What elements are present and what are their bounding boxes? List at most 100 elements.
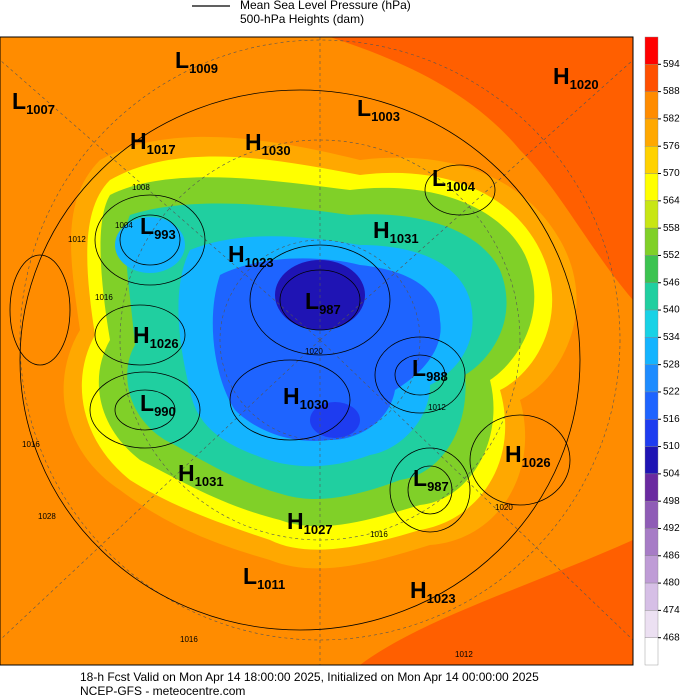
contour-label: 1020 <box>495 503 513 512</box>
footer-line: 18-h Fcst Valid on Mon Apr 14 18:00:00 2… <box>80 670 539 684</box>
pressure-center: L988 <box>412 355 448 384</box>
center-type: L <box>357 95 371 121</box>
center-value: 987 <box>427 479 449 494</box>
colorbar-box <box>644 555 659 584</box>
colorbar-box <box>644 36 659 65</box>
pressure-center: L1004 <box>432 165 476 194</box>
isobars <box>9 89 581 631</box>
center-value: 990 <box>154 404 176 419</box>
colorbar-box <box>644 64 659 92</box>
colorbar-box <box>644 200 659 229</box>
center-value: 1031 <box>195 474 224 489</box>
center-value: 987 <box>319 302 341 317</box>
contour-fill <box>115 217 185 273</box>
contour-label: 1008 <box>132 183 150 192</box>
colorbar-box <box>644 255 659 283</box>
colorbar-box <box>644 282 659 311</box>
contour-label: 1016 <box>180 635 198 644</box>
colorbar-box <box>644 146 659 174</box>
warm-area <box>330 37 633 300</box>
pressure-center: L990 <box>140 390 176 419</box>
colorbar-box <box>644 118 659 147</box>
map-frame <box>0 36 634 666</box>
pressure-center: L1007 <box>12 88 55 117</box>
center-type: L <box>140 390 154 416</box>
pressure-center: H1031 <box>373 217 419 246</box>
center-value: 1030 <box>300 397 329 412</box>
center-type: H <box>283 383 300 409</box>
colorbar-label: 468 <box>663 632 680 643</box>
contour-label: 1016 <box>370 530 388 539</box>
contour-label: 1004 <box>115 221 133 230</box>
colorbar-box <box>644 309 659 338</box>
warm-area <box>360 540 633 665</box>
center-type: H <box>245 129 262 155</box>
colorbar-box <box>644 582 659 611</box>
pressure-center: H1027 <box>287 508 333 537</box>
center-type: H <box>287 508 304 534</box>
center-type: H <box>178 460 195 486</box>
colorbar-label: 528 <box>663 359 680 370</box>
pressure-center: H1026 <box>505 441 551 470</box>
center-type: L <box>12 88 26 114</box>
colorbar-box <box>644 337 659 365</box>
colorbar: 468 474 480 486 492 498 504 510 516 522 528 534 540 5… <box>644 36 680 666</box>
pressure-center: H1026 <box>133 322 179 351</box>
contour-label: 1016 <box>95 293 113 302</box>
colorbar-label: 546 <box>663 277 680 288</box>
contour-label: 1012 <box>428 403 446 412</box>
colorbar-box <box>644 473 659 502</box>
center-value: 1026 <box>522 455 551 470</box>
pressure-center: H1023 <box>410 577 456 606</box>
colorbar-label: 510 <box>663 441 680 452</box>
colorbar-label: 534 <box>663 332 680 343</box>
colorbar-label: 564 <box>663 195 680 206</box>
center-value: 1031 <box>390 231 419 246</box>
colorbar-label: 594 <box>663 59 680 70</box>
colorbar-label: 588 <box>663 86 680 97</box>
colorbar-box <box>644 419 659 447</box>
center-type: L <box>413 465 427 491</box>
center-value: 1020 <box>570 77 599 92</box>
graticule <box>0 37 633 665</box>
contour-label: 1016 <box>22 440 40 449</box>
colorbar-label: 504 <box>663 469 680 480</box>
pressure-center: H1017 <box>130 128 176 157</box>
colorbar-label: 486 <box>663 550 680 561</box>
contour-label: 1028 <box>38 512 56 521</box>
center-value: 1004 <box>446 179 476 194</box>
colorbar-label: 582 <box>663 114 680 125</box>
colorbar-label: 492 <box>663 523 680 534</box>
center-value: 1030 <box>262 143 291 158</box>
center-type: L <box>175 47 189 73</box>
colorbar-box <box>644 91 659 120</box>
center-value: 993 <box>154 227 176 242</box>
colorbar-box <box>644 227 659 256</box>
map <box>0 37 633 665</box>
center-value: 1003 <box>371 109 400 124</box>
center-type: L <box>305 288 319 314</box>
colorbar-box <box>644 446 659 475</box>
center-type: L <box>140 213 154 239</box>
pressure-center: H1030 <box>245 129 291 158</box>
colorbar-label: 552 <box>663 250 680 261</box>
colorbar-label: 474 <box>663 605 680 616</box>
colorbar-label: 576 <box>663 141 680 152</box>
pressure-center: L1003 <box>357 95 400 124</box>
center-type: H <box>410 577 427 603</box>
colorbar-label: 570 <box>663 168 680 179</box>
colorbar-label: 480 <box>663 578 680 589</box>
legend-pressure: Mean Sea Level Pressure (hPa) <box>240 0 411 12</box>
center-value: 1023 <box>245 255 274 270</box>
contour-fill <box>212 258 441 441</box>
colorbar-label: 498 <box>663 496 680 507</box>
colorbar-box <box>644 173 659 202</box>
contour-labels: 1008 1012 1016 1004 1020 1016 1028 1016 1012 1020… <box>22 183 513 659</box>
center-value: 1011 <box>257 577 285 592</box>
center-value: 1023 <box>427 591 456 606</box>
center-value: 1007 <box>26 102 55 117</box>
center-type: H <box>373 217 390 243</box>
colorbar-label: 522 <box>663 387 680 398</box>
